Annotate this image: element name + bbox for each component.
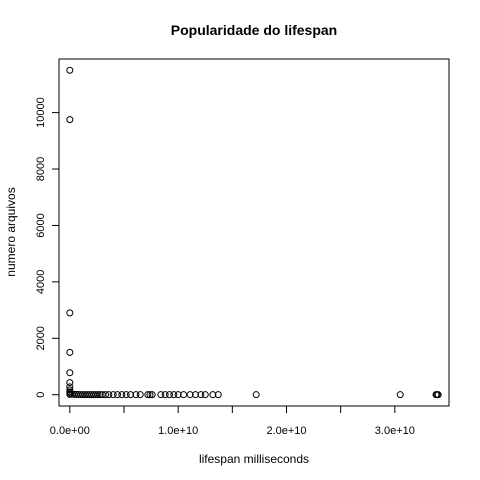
data-point <box>144 391 152 399</box>
data-point <box>209 391 217 399</box>
data-point <box>174 391 182 399</box>
data-point <box>70 390 78 398</box>
data-point <box>214 391 222 399</box>
data-point <box>88 391 95 399</box>
data-point <box>109 391 117 399</box>
y-axis-label: numero arquivos <box>4 187 18 276</box>
y-tick-label: 0 <box>35 392 47 398</box>
data-point <box>66 369 74 377</box>
x-axis-label: lifespan milliseconds <box>199 452 309 466</box>
y-tick-label: 8000 <box>35 157 47 181</box>
data-point <box>166 391 173 399</box>
x-tick-label: 0.0e+00 <box>50 425 90 437</box>
data-point <box>201 391 209 399</box>
data-point <box>118 391 126 399</box>
data-point <box>83 391 91 399</box>
data-point <box>197 391 205 399</box>
data-point <box>77 391 85 399</box>
data-point <box>396 391 404 399</box>
y-tick-label: 4000 <box>35 270 47 294</box>
x-tick-label: 1.0e+10 <box>158 425 198 437</box>
data-point <box>157 391 165 399</box>
data-point <box>252 391 260 399</box>
data-point <box>66 309 74 317</box>
data-point <box>434 391 442 399</box>
data-point <box>192 391 199 399</box>
x-tick-label: 2.0e+10 <box>266 425 306 437</box>
data-point <box>81 391 89 399</box>
data-point <box>136 391 144 399</box>
y-tick-label: 2000 <box>35 326 47 350</box>
data-point <box>105 391 113 399</box>
data-point <box>96 391 104 399</box>
data-point <box>186 391 194 399</box>
data-point <box>66 66 74 74</box>
data-point <box>114 391 121 399</box>
data-point <box>79 391 87 399</box>
chart-title: Popularidade do lifespan <box>171 22 337 38</box>
data-point <box>161 391 169 399</box>
data-point <box>127 391 134 399</box>
data-point <box>148 391 156 399</box>
x-axis: 0.0e+00 1.0e+10 2.0e+10 3.0e+10 <box>50 405 415 437</box>
data-point <box>146 391 154 399</box>
data-points <box>66 66 442 399</box>
y-tick-label: 10000 <box>35 97 47 128</box>
data-point <box>66 116 74 124</box>
data-point <box>94 391 102 399</box>
data-point <box>102 391 110 399</box>
x-tick-label: 3.0e+10 <box>375 425 415 437</box>
data-point <box>98 391 106 399</box>
plot-box <box>58 58 450 407</box>
data-point <box>72 390 80 398</box>
y-axis: 0 2000 4000 6000 8000 10000 <box>35 97 60 398</box>
y-tick-label: 6000 <box>35 213 47 237</box>
data-point <box>85 391 93 399</box>
data-point <box>66 348 74 356</box>
data-point <box>122 391 130 399</box>
data-point <box>75 391 82 399</box>
data-point <box>170 391 178 399</box>
data-point <box>132 391 140 399</box>
data-point <box>66 386 74 394</box>
data-point <box>66 379 74 387</box>
